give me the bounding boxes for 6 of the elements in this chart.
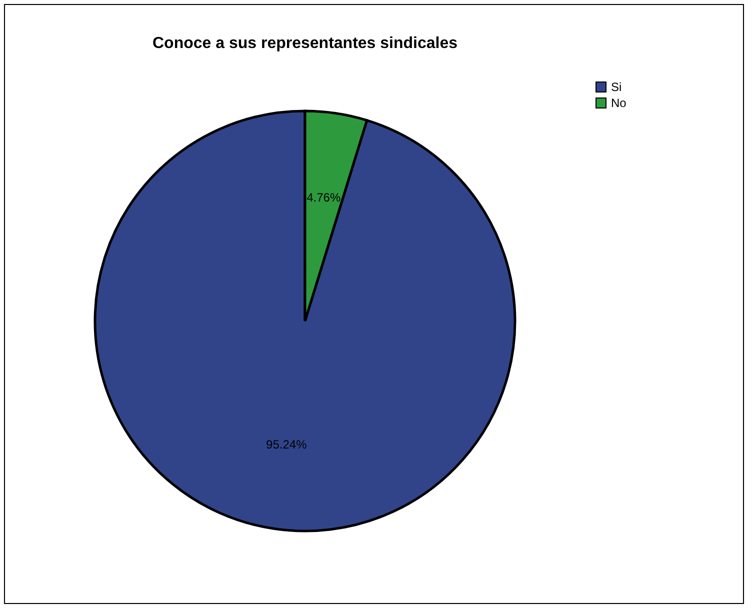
chart-title: Conoce a sus representantes sindicales	[152, 35, 458, 52]
pie-slice	[94, 110, 516, 532]
data-label: 4.76%	[306, 190, 341, 204]
legend-label: No	[611, 96, 627, 110]
data-label: 95.24%	[266, 438, 308, 452]
legend-label: Si	[611, 80, 622, 94]
